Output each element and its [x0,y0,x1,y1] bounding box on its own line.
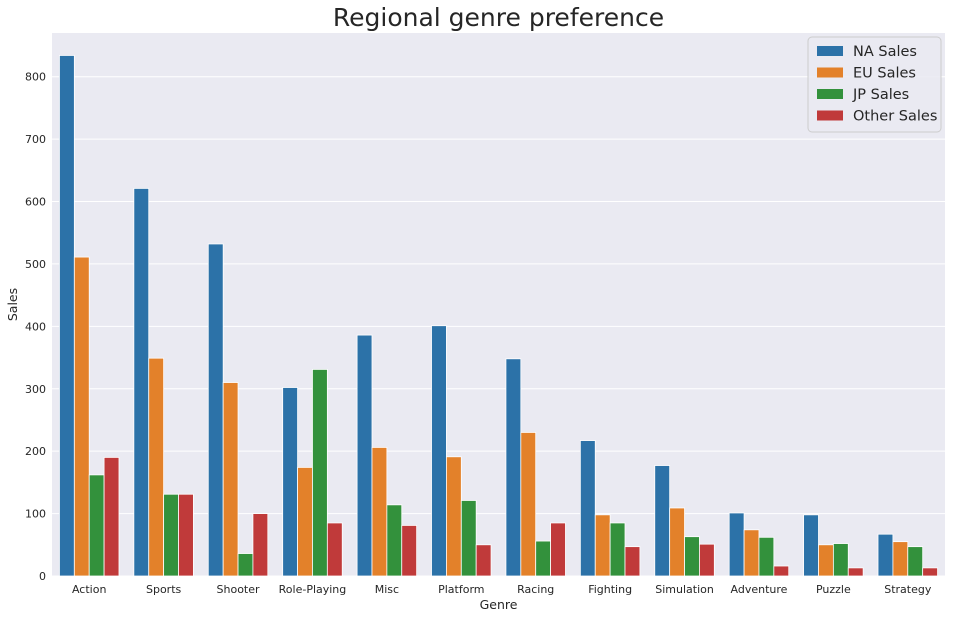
plot-area [52,33,945,576]
x-tick-label: Role-Playing [279,583,347,596]
bar-jp-sales-role-playing [312,369,328,577]
x-tick-label: Platform [438,583,484,596]
bar-jp-sales-platform [460,500,477,577]
bar-eu-sales-racing [520,432,537,577]
bar-other-sales-sports [178,493,194,577]
bar-na-sales-misc [356,334,373,577]
bar-eu-sales-misc [371,447,388,577]
x-tick-label: Strategy [884,583,932,596]
bar-other-sales-fighting [624,546,641,577]
bar-na-sales-sports [133,188,150,577]
bar-jp-sales-action [88,474,105,577]
y-tick-label: 100 [25,508,46,521]
bar-na-sales-fighting [579,440,596,577]
bar-eu-sales-adventure [743,529,760,577]
bar-jp-sales-simulation [684,536,700,577]
grid-lines [52,76,945,577]
bar-eu-sales-strategy [892,541,909,577]
x-tick-label: Fighting [588,583,632,596]
x-tick-label: Shooter [217,583,260,596]
bar-other-sales-action [103,457,120,577]
bar-eu-sales-shooter [222,382,239,577]
bar-na-sales-shooter [207,243,224,577]
bar-other-sales-shooter [252,513,269,577]
bar-na-sales-adventure [728,512,745,577]
bar-na-sales-platform [431,325,447,577]
bar-na-sales-strategy [877,533,894,577]
x-axis-label: Genre [480,597,518,612]
x-tick-label: Misc [375,583,399,596]
bar-eu-sales-action [73,256,90,577]
bar-na-sales-action [59,55,75,577]
bar-eu-sales-fighting [594,514,611,577]
bar-na-sales-simulation [654,465,671,577]
legend-entry: NA Sales [853,44,917,60]
y-tick-labels: 0 100 200 300 400 500 600 700 800 [25,71,46,583]
y-tick-label: 700 [25,133,46,146]
legend-box [807,36,942,133]
bar-na-sales-racing [505,358,522,577]
bar-other-sales-strategy [922,567,938,577]
x-tick-label: Simulation [655,583,714,596]
y-tick-label: 200 [25,445,46,458]
bar-other-sales-adventure [773,565,790,577]
legend-entry: EU Sales [853,66,916,82]
x-tick-label: Adventure [731,583,788,596]
bar-na-sales-puzzle [803,514,819,577]
x-tick-label: Puzzle [816,583,851,596]
y-tick-label: 600 [25,196,46,209]
chart-title: Regional genre preference [333,3,664,32]
bar-eu-sales-puzzle [818,544,834,577]
legend-swatch [817,89,843,99]
y-tick-label: 800 [25,71,46,84]
bars [59,55,938,577]
x-tick-label: Racing [517,583,554,596]
bar-jp-sales-fighting [609,522,626,577]
legend-swatch [817,110,843,121]
bar-na-sales-role-playing [282,387,298,577]
x-tick-label: Action [72,583,106,596]
bar-eu-sales-role-playing [297,466,313,577]
y-tick-label: 400 [25,320,46,333]
legend-swatch [817,46,843,56]
bar-other-sales-puzzle [847,567,864,577]
y-axis-label: Sales [5,288,20,321]
legend-entry: Other Sales [853,109,937,125]
bar-eu-sales-sports [148,357,165,577]
x-tick-labels: Action Sports Shooter Role-Playing Misc Platf… [72,583,932,596]
y-tick-label: 0 [39,570,46,583]
bar-jp-sales-misc [386,504,403,577]
bar-jp-sales-racing [535,540,551,577]
legend-swatch [817,67,843,78]
y-tick-label: 500 [25,258,46,271]
bar-other-sales-role-playing [326,522,343,577]
legend-entry: JP Sales [852,87,909,103]
bar-other-sales-simulation [699,543,715,577]
bar-jp-sales-sports [163,493,179,577]
bar-jp-sales-shooter [237,553,254,577]
bar-jp-sales-adventure [758,536,775,577]
bar-other-sales-misc [401,525,418,577]
bar-other-sales-platform [475,544,492,577]
bar-eu-sales-simulation [669,507,685,577]
y-tick-label: 300 [25,383,46,396]
legend: NA Sales EU Sales JP Sales Other Sales [807,36,942,133]
bar-eu-sales-platform [446,456,462,577]
bar-jp-sales-strategy [907,546,924,577]
bar-jp-sales-puzzle [832,543,849,577]
x-tick-label: Sports [146,583,182,596]
bar-other-sales-racing [550,522,566,577]
